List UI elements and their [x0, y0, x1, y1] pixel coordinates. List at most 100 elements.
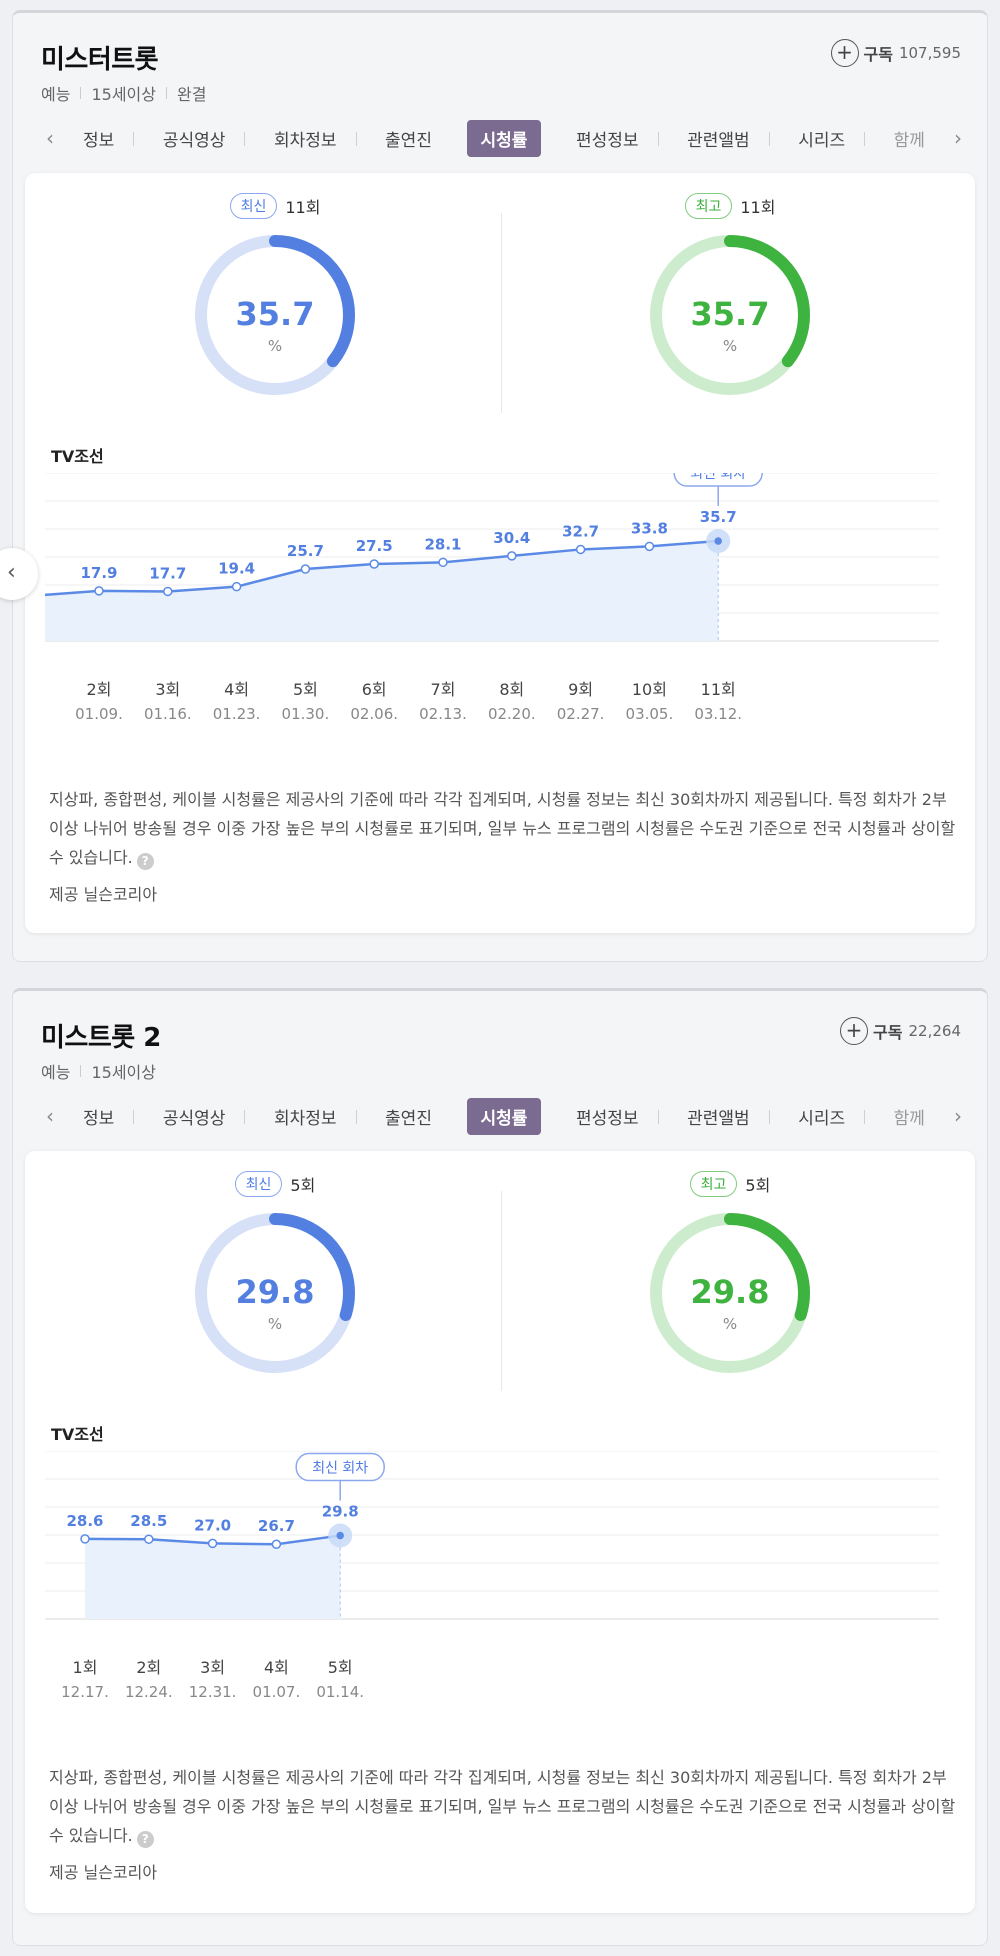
- data-provider: 제공 닐슨코리아: [49, 885, 158, 904]
- x-tick-episode: 2회: [87, 680, 112, 699]
- ratings-panel: 최신 11회 35.7 % 최고 11회 35.7 % TV조선 17.9 2회 01.…: [25, 173, 975, 933]
- ratings-line-chart: 17.9 2회 01.09. 17.7 3회 01.16. 19.4 4회 01.23. 25.7…: [45, 473, 939, 723]
- chevron-left-icon[interactable]: ‹: [46, 1104, 54, 1128]
- question-icon[interactable]: ?: [136, 1831, 154, 1848]
- x-tick-date: 01.07.: [253, 1683, 301, 1701]
- data-point[interactable]: [144, 1534, 154, 1544]
- data-label: 19.4: [218, 560, 255, 578]
- data-label: 28.1: [424, 535, 461, 553]
- tab-1[interactable]: 정보: [69, 120, 135, 157]
- tab-8[interactable]: 시리즈: [784, 120, 866, 157]
- data-label: 32.7: [562, 522, 599, 540]
- tab-6[interactable]: 편성정보: [562, 1098, 659, 1135]
- tab-8[interactable]: 시리즈: [784, 1098, 866, 1135]
- tab-3[interactable]: 회차정보: [260, 1098, 357, 1135]
- data-point[interactable]: [231, 581, 242, 592]
- best-unit: %: [722, 1315, 738, 1333]
- tab-bar: ‹ 정보 공식영상 회차정보 출연진 시청률 편성정보 관련앨범 시리즈 함께 ›: [39, 1095, 969, 1137]
- data-point[interactable]: [300, 564, 311, 574]
- data-point[interactable]: [644, 541, 655, 552]
- data-point[interactable]: [507, 551, 517, 561]
- ratings-notice: 지상파, 종합편성, 케이블 시청률은 제공사의 기준에 따라 각각 집계되며,…: [49, 1763, 959, 1850]
- tab-list: 정보 공식영상 회차정보 출연진 시청률 편성정보 관련앨범 시리즈 함께: [61, 119, 947, 157]
- genre: 예능: [41, 85, 71, 104]
- data-point[interactable]: [94, 586, 104, 596]
- age-rating: 15세이상: [91, 85, 156, 104]
- subscribe-button[interactable]: + 구독 22,264: [840, 1017, 961, 1045]
- x-tick-date: 12.31.: [189, 1683, 237, 1701]
- divider: [501, 1191, 502, 1391]
- tab-9[interactable]: 함께: [893, 1108, 925, 1129]
- ratings-line-chart: 28.6 1회 12.17. 28.5 2회 12.24. 27.0 3회 12.31. 26.7…: [45, 1451, 939, 1701]
- chevron-right-icon[interactable]: ›: [954, 1104, 962, 1128]
- data-point[interactable]: [438, 557, 448, 568]
- tab-7[interactable]: 관련앨범: [673, 120, 770, 157]
- x-tick-episode: 6회: [362, 680, 387, 699]
- program-title[interactable]: 미스트롯 2: [41, 1023, 161, 1053]
- tab-5[interactable]: 시청률: [466, 119, 542, 157]
- program-card: 미스터트롯 예능 15세이상 완결 + 구독 107,595 ‹ 정보 공식영상 회…: [12, 10, 988, 962]
- data-point[interactable]: [271, 1539, 282, 1549]
- notice-text: 지상파, 종합편성, 케이블 시청률은 제공사의 기준에 따라 각각 집계되며,…: [49, 790, 956, 867]
- question-icon[interactable]: ?: [136, 853, 154, 870]
- ratings-notice: 지상파, 종합편성, 케이블 시청률은 제공사의 기준에 따라 각각 집계되며,…: [49, 785, 959, 872]
- tab-7[interactable]: 관련앨범: [673, 1098, 770, 1135]
- data-point[interactable]: [369, 559, 379, 569]
- latest-marker-badge: [295, 1452, 385, 1482]
- tab-2[interactable]: 공식영상: [149, 120, 245, 157]
- latest-episode: 11회: [285, 198, 321, 217]
- tab-6[interactable]: 편성정보: [562, 120, 659, 157]
- data-point[interactable]: [714, 537, 722, 545]
- data-label: 29.8: [322, 1503, 359, 1521]
- latest-marker-text: 최신 회차: [690, 473, 746, 482]
- data-label: 17.9: [80, 564, 117, 582]
- chevron-left-icon[interactable]: ‹: [46, 126, 54, 150]
- data-label: 27.5: [356, 537, 393, 555]
- area-fill: [85, 1535, 341, 1619]
- data-point[interactable]: [575, 544, 586, 555]
- best-unit: %: [722, 337, 738, 355]
- x-tick-episode: 5회: [293, 680, 318, 699]
- chevron-right-icon[interactable]: ›: [954, 126, 962, 150]
- latest-badge: 최신: [229, 193, 278, 219]
- age-rating: 15세이상: [91, 1063, 156, 1082]
- latest-unit: %: [267, 1315, 283, 1333]
- best-rating-value: 29.8: [690, 1273, 770, 1311]
- tab-9[interactable]: 함께: [893, 130, 925, 151]
- subscribe-button[interactable]: + 구독 107,595: [830, 39, 961, 67]
- data-point[interactable]: [207, 1538, 218, 1549]
- best-rating-gauge: 최고 5회 29.8 %: [580, 1171, 880, 1391]
- subscribe-count: 22,264: [908, 1022, 962, 1040]
- channel-name: TV조선: [51, 447, 104, 466]
- data-point[interactable]: [163, 586, 173, 597]
- x-tick-date: 01.30.: [282, 705, 330, 723]
- latest-rating-value: 29.8: [235, 1273, 315, 1311]
- x-tick-date: 01.09.: [75, 705, 123, 723]
- data-point[interactable]: [80, 1534, 90, 1544]
- notice-text: 지상파, 종합편성, 케이블 시청률은 제공사의 기준에 따라 각각 집계되며,…: [49, 1768, 956, 1845]
- x-tick-date: 01.16.: [144, 705, 192, 723]
- x-tick-episode: 2회: [136, 1658, 161, 1677]
- divider: [501, 213, 502, 413]
- x-tick-episode: 5회: [328, 1658, 353, 1677]
- program-title[interactable]: 미스터트롯: [41, 45, 159, 75]
- latest-marker-text: 최신 회차: [312, 1461, 368, 1477]
- x-tick-episode: 3회: [155, 680, 180, 699]
- latest-badge: 최신: [234, 1171, 283, 1197]
- x-tick-episode: 8회: [499, 680, 524, 699]
- tab-bar: ‹ 정보 공식영상 회차정보 출연진 시청률 편성정보 관련앨범 시리즈 함께 ›: [39, 117, 969, 159]
- tab-3[interactable]: 회차정보: [260, 120, 357, 157]
- prev-program-button[interactable]: ‹: [0, 548, 38, 600]
- tab-1[interactable]: 정보: [69, 1098, 135, 1135]
- x-tick-episode: 9회: [568, 680, 593, 699]
- tab-5[interactable]: 시청률: [466, 1097, 542, 1135]
- tab-list: 정보 공식영상 회차정보 출연진 시청률 편성정보 관련앨범 시리즈 함께: [61, 1097, 947, 1135]
- tab-2[interactable]: 공식영상: [149, 1098, 245, 1135]
- latest-rating-value: 35.7: [235, 295, 315, 333]
- tab-4[interactable]: 출연진: [385, 1108, 432, 1129]
- data-label: 25.7: [287, 542, 324, 560]
- data-point[interactable]: [336, 1531, 344, 1540]
- data-label: 30.4: [493, 529, 530, 547]
- data-label: 28.5: [130, 1512, 167, 1530]
- tab-4[interactable]: 출연진: [385, 130, 432, 151]
